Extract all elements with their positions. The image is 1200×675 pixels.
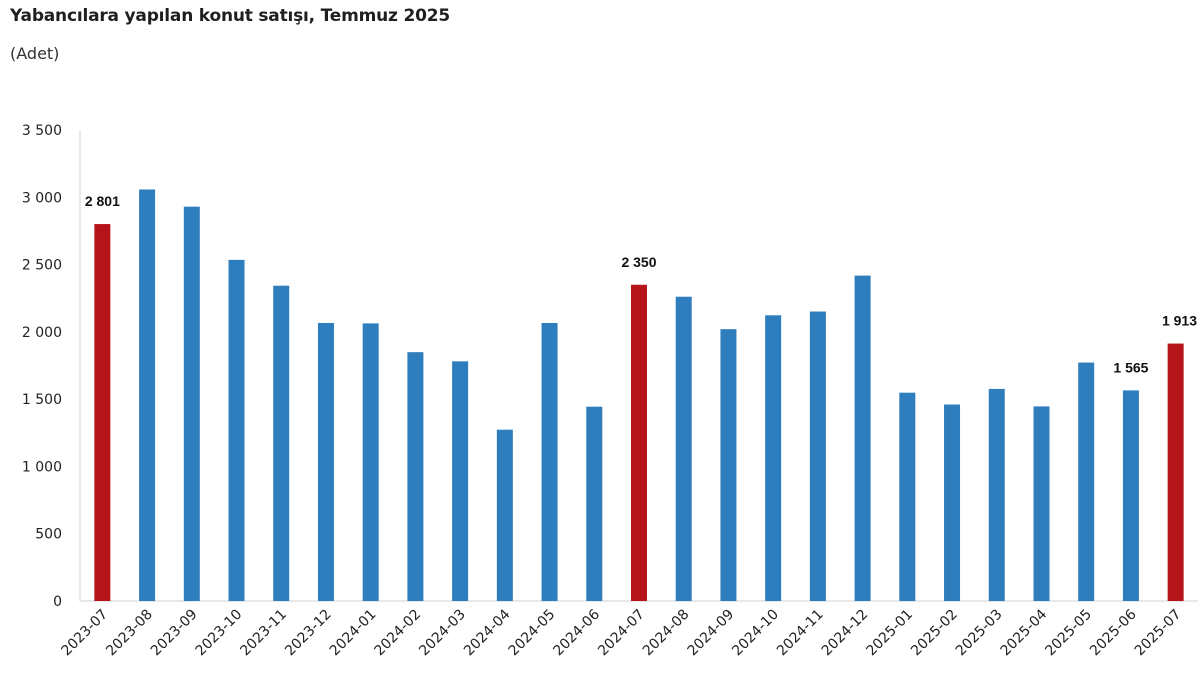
x-tick-label: 2023-12 [282,607,335,660]
data-label-2025-06: 1 565 [1113,359,1148,375]
y-tick-label: 2 000 [22,325,62,341]
bar-2024-02 [407,352,424,601]
y-tick-label: 1 500 [22,392,62,408]
bars-group [94,189,1184,601]
bar-2023-07 [94,224,111,601]
x-tick-label: 2023-09 [148,607,201,660]
bar-2025-06 [1122,390,1139,601]
x-tick-label: 2025-06 [1087,606,1140,659]
bar-2024-12 [854,275,871,601]
bar-2024-01 [362,323,379,601]
bar-2023-09 [183,206,200,601]
x-tick-label: 2023-07 [59,607,112,660]
x-tick-label: 2024-08 [640,607,693,660]
x-tick-label: 2024-05 [506,607,559,660]
data-labels-group: 2 801 2 350 1 565 1 913 [85,193,1197,375]
bar-2024-07 [631,284,647,601]
y-tick-label: 0 [53,594,62,610]
bar-2025-05 [1078,362,1095,601]
x-tick-label: 2025-03 [953,607,1006,660]
bar-2023-08 [139,189,156,601]
x-tick-label: 2024-02 [372,607,425,660]
data-label-2025-07: 1 913 [1162,313,1197,329]
bar-2024-06 [586,406,603,601]
x-tick-label: 2024-10 [729,607,782,660]
bar-2024-10 [765,315,782,601]
x-tick-label: 2024-07 [595,607,648,660]
x-tick-label: 2025-02 [908,607,961,660]
x-axis: 2023-072023-082023-092023-102023-112023-… [59,600,1198,660]
x-tick-label: 2025-05 [1042,607,1095,660]
bar-2024-11 [809,311,826,601]
bar-2023-11 [273,285,290,601]
data-label-2023-07: 2 801 [85,193,120,209]
x-tick-label: 2025-07 [1132,607,1185,660]
y-tick-label: 2 500 [22,258,62,274]
x-tick-label: 2024-04 [461,606,514,659]
bar-2024-04 [496,429,513,601]
x-tick-label: 2025-04 [998,606,1051,659]
bar-2024-09 [720,329,737,601]
x-tick-label: 2024-01 [327,607,380,660]
y-tick-label: 3 000 [22,190,62,206]
x-tick-label: 2024-06 [550,606,603,659]
bar-2025-04 [1033,406,1050,601]
bar-2025-03 [988,388,1005,601]
bar-2025-01 [899,392,916,601]
x-tick-label: 2025-01 [863,607,916,660]
bar-2025-02 [944,404,961,601]
bar-2024-05 [541,322,558,601]
bar-2023-10 [228,259,245,601]
x-tick-label: 2024-03 [416,607,469,660]
x-tick-label: 2024-12 [819,607,872,660]
y-tick-label: 3 500 [22,123,62,139]
chart-title: Yabancılara yapılan konut satışı, Temmuz… [10,6,450,26]
y-tick-label: 500 [35,527,62,543]
y-tick-label: 1 000 [22,459,62,475]
bar-2024-03 [452,361,469,601]
x-tick-label: 2024-11 [774,607,827,660]
y-axis: 0 500 1 000 1 500 2 000 2 500 3 000 3 500 [22,123,81,610]
x-tick-label: 2023-11 [237,607,290,660]
chart-subtitle: (Adet) [10,44,60,63]
data-label-2024-07: 2 350 [621,254,656,270]
x-tick-label: 2023-08 [103,607,156,660]
bar-2024-08 [675,296,692,601]
x-tick-label: 2023-10 [193,607,246,660]
bar-2025-07 [1167,343,1184,601]
x-tick-label: 2024-09 [685,607,738,660]
bar-2023-12 [317,322,334,601]
